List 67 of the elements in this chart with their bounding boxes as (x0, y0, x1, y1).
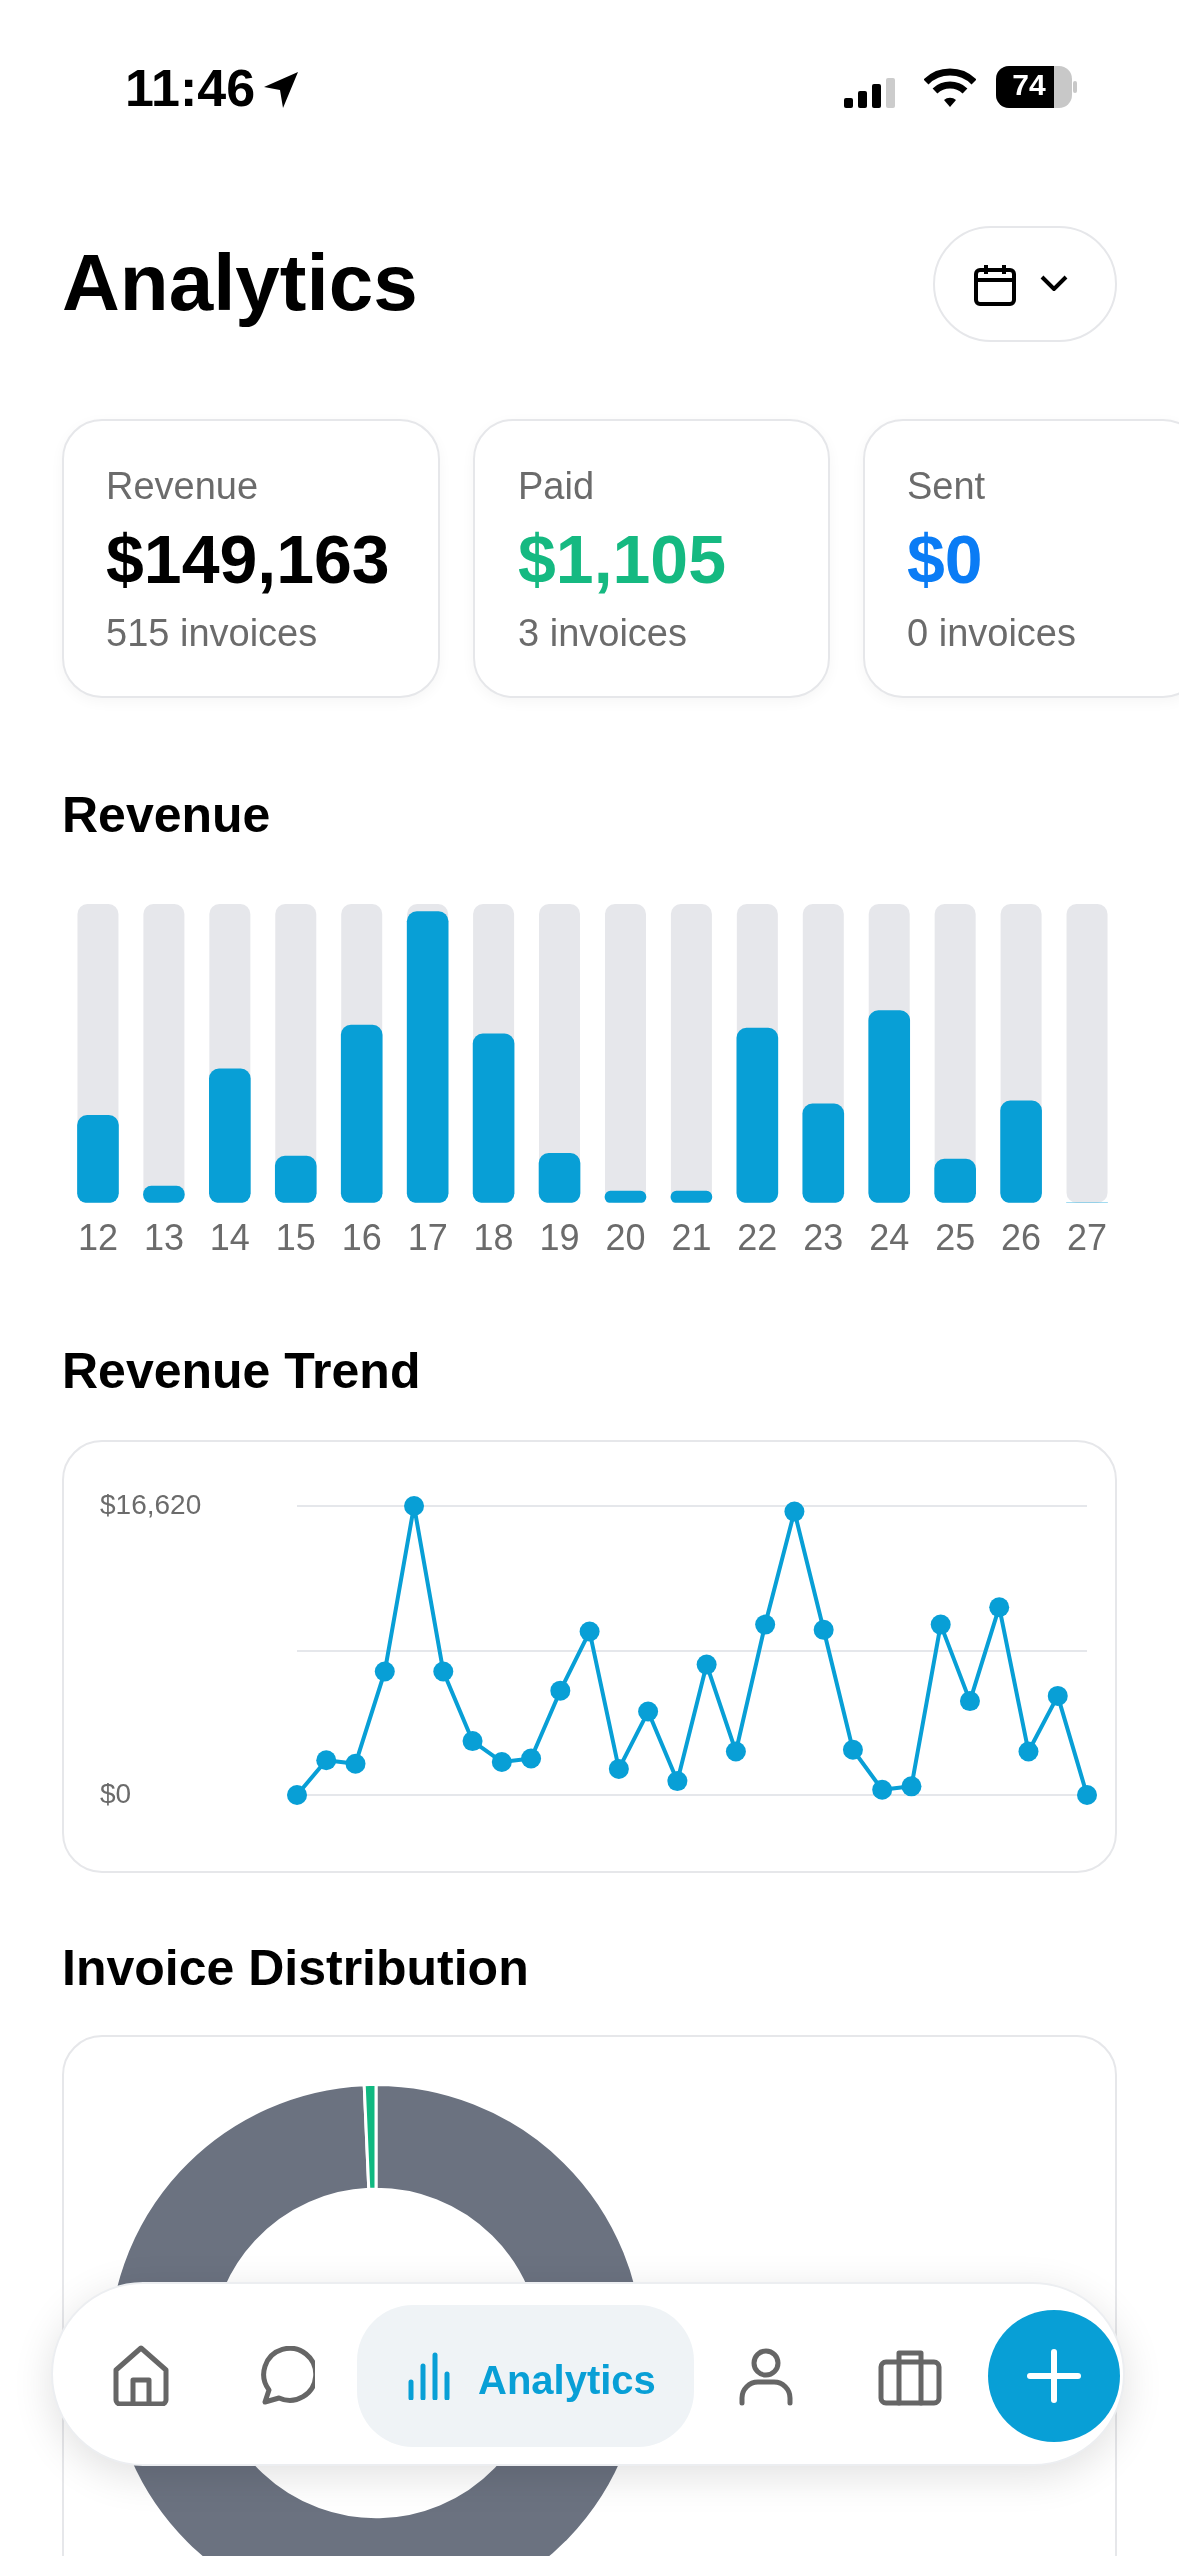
x-tick-label: 20 (605, 1217, 646, 1259)
point (667, 1771, 688, 1792)
x-tick-label: 21 (671, 1217, 712, 1259)
text: 11:46 (125, 59, 256, 117)
x-tick-label: 13 (143, 1217, 184, 1259)
point (901, 1776, 922, 1797)
bar (670, 1190, 713, 1203)
x-tick-label: 16 (341, 1217, 382, 1259)
point (491, 1751, 512, 1772)
x-tick-label: 15 (275, 1217, 316, 1259)
point (842, 1739, 863, 1760)
x-tick-label: 14 (209, 1217, 250, 1259)
y-tick-label: $16,620 (100, 1488, 202, 1520)
point (696, 1654, 717, 1675)
point (1077, 1785, 1097, 1805)
point (521, 1748, 542, 1769)
bar (274, 1155, 317, 1203)
chart-title: Revenue Trend (62, 1343, 421, 1399)
bar (934, 1158, 976, 1203)
point (1018, 1741, 1039, 1762)
point (287, 1785, 307, 1805)
point (813, 1619, 834, 1640)
x-tick-label: 25 (935, 1217, 976, 1259)
point (345, 1753, 366, 1774)
x-tick-label: 12 (77, 1217, 118, 1259)
point (1047, 1685, 1068, 1706)
x-tick-label: 26 (1001, 1217, 1042, 1259)
point (404, 1496, 425, 1516)
text: 0 invoices (907, 612, 1076, 654)
x-tick-label: 27 (1067, 1217, 1108, 1259)
point (550, 1680, 571, 1701)
point (433, 1661, 454, 1682)
chart-title: Revenue (62, 787, 271, 843)
point (784, 1501, 805, 1522)
text: Analytics (478, 2358, 656, 2402)
chart-title: Invoice Distribution (62, 1940, 529, 1996)
text: 515 invoices (106, 612, 318, 654)
bar (538, 1152, 581, 1203)
bar (406, 911, 449, 1203)
point (462, 1731, 483, 1752)
bar (604, 1190, 647, 1203)
text: $149,163 (106, 521, 390, 597)
point (638, 1701, 659, 1722)
point (374, 1661, 395, 1682)
x-tick-label: 23 (803, 1217, 844, 1259)
text: Analytics (62, 238, 418, 327)
point (989, 1597, 1010, 1618)
point (872, 1779, 893, 1800)
point (608, 1758, 629, 1779)
point (930, 1614, 951, 1635)
point (579, 1621, 600, 1642)
text: Paid (518, 465, 595, 507)
text: 74 (1011, 68, 1047, 101)
text: Revenue (106, 465, 259, 507)
x-tick-label: 18 (473, 1217, 514, 1259)
point (959, 1691, 980, 1712)
x-tick-label: 17 (407, 1217, 448, 1259)
text: $0 (907, 521, 983, 597)
point (316, 1750, 337, 1771)
point (755, 1614, 776, 1635)
text: $1,105 (518, 521, 726, 597)
x-tick-label: 24 (869, 1217, 910, 1259)
x-tick-label: 19 (539, 1217, 580, 1259)
text: 3 invoices (518, 612, 687, 654)
text: Sent (907, 465, 986, 507)
point (725, 1741, 746, 1762)
x-tick-label: 22 (737, 1217, 778, 1259)
